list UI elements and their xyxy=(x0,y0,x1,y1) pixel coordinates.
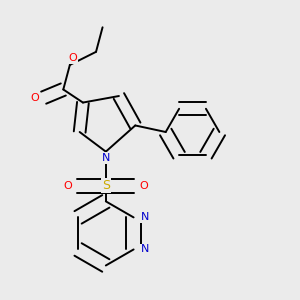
Text: O: O xyxy=(140,181,148,191)
Text: O: O xyxy=(63,181,72,191)
Text: O: O xyxy=(69,53,77,63)
Text: N: N xyxy=(141,212,149,222)
Text: N: N xyxy=(141,244,149,254)
Text: S: S xyxy=(102,179,110,193)
Text: N: N xyxy=(102,153,110,163)
Text: O: O xyxy=(30,93,39,103)
